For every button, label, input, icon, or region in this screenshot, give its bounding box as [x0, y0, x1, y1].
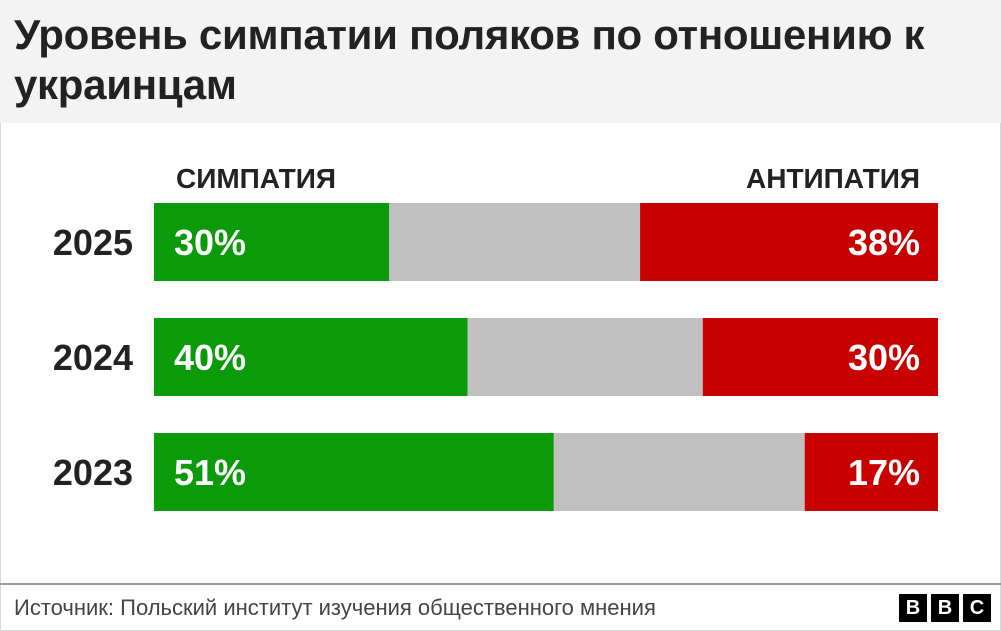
legend-label-sympathy: СИМПАТИЯ — [176, 163, 336, 194]
bar-segment — [467, 318, 703, 396]
year-label: 2024 — [53, 337, 133, 378]
data-label: 30% — [848, 337, 920, 378]
logo-letter: B — [899, 594, 927, 622]
header: Уровень симпатии поляков по отношению к … — [0, 0, 1001, 123]
chart-title: Уровень симпатии поляков по отношению к … — [14, 11, 925, 108]
source-note: Источник: Польский институт изучения общ… — [14, 595, 656, 620]
bar-segment — [640, 203, 938, 281]
logo-letter: B — [931, 594, 959, 622]
bar-segment — [389, 203, 641, 281]
bar-segment — [804, 433, 938, 511]
year-label: 2025 — [53, 222, 133, 263]
bar-segment — [154, 433, 554, 511]
footer-divider — [0, 583, 1001, 585]
bar-segment — [154, 203, 390, 281]
data-label: 38% — [848, 222, 920, 263]
bbc-logo: B B C — [899, 594, 991, 622]
year-label: 2023 — [53, 452, 133, 493]
data-label: 51% — [174, 452, 246, 493]
bar-segment — [553, 433, 805, 511]
logo-letter: C — [963, 594, 991, 622]
chart-area: СИМПАТИЯ АНТИПАТИЯ 2025 30% 38% 2024 40% 30% 202… — [0, 123, 1001, 583]
data-label: 40% — [174, 337, 246, 378]
bar-segment — [702, 318, 938, 396]
data-label: 30% — [174, 222, 246, 263]
footer: Источник: Польский институт изучения общ… — [0, 585, 1001, 631]
data-label: 17% — [848, 452, 920, 493]
bar-segment — [154, 318, 468, 396]
legend-label-antipathy: АНТИПАТИЯ — [746, 163, 920, 194]
stacked-bar-chart: СИМПАТИЯ АНТИПАТИЯ 2025 30% 38% 2024 40% 30% 202… — [53, 163, 938, 511]
